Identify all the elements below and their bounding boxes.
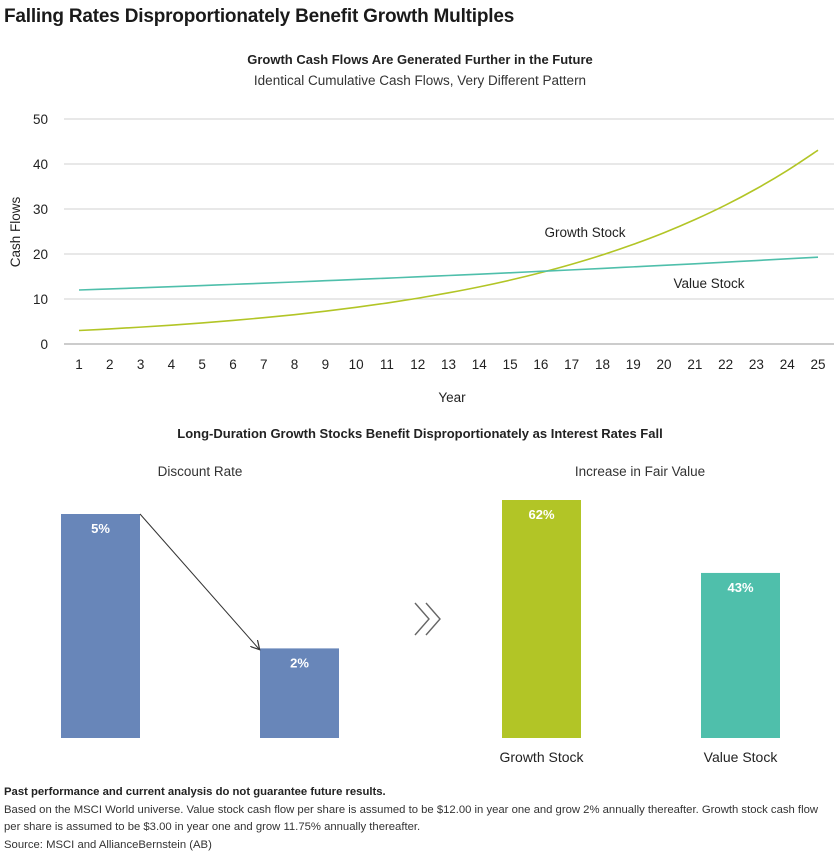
x-tick-label: 17 — [564, 357, 579, 372]
footnotes: Past performance and current analysis do… — [4, 784, 834, 854]
series-label-value: Value Stock — [673, 276, 744, 291]
discount-rate-bar — [260, 648, 339, 738]
bar-value-label: 2% — [290, 655, 309, 670]
x-tick-label: 20 — [657, 357, 672, 372]
series-label-growth: Growth Stock — [544, 225, 625, 240]
double-chevron-icon — [414, 602, 441, 636]
bar-value-label: 62% — [528, 507, 554, 522]
line-chart-subtitle: Identical Cumulative Cash Flows, Very Di… — [254, 73, 586, 88]
bar-category-label: Value Stock — [704, 749, 779, 765]
y-tick-label: 10 — [33, 292, 48, 307]
fair-value-bar — [701, 572, 780, 738]
series-lines — [78, 149, 819, 332]
discount-rate-bars: 5% 2% — [61, 514, 339, 738]
methodology-note: Based on the MSCI World universe. Value … — [4, 803, 819, 834]
growth-stock-line — [78, 149, 819, 332]
x-tick-label: 23 — [749, 357, 764, 372]
bar-value-label: 43% — [727, 580, 753, 595]
x-tick-labels: 1 2 3 4 5 6 7 8 9 10 11 12 13 14 15 16 17 18 19 20 21 22 23 24 2… — [75, 357, 825, 372]
y-tick-label: 50 — [33, 112, 48, 127]
y-tick-label: 30 — [33, 202, 48, 217]
x-axis-label: Year — [438, 390, 466, 405]
x-tick-label: 25 — [810, 357, 825, 372]
x-tick-label: 10 — [349, 357, 364, 372]
x-tick-label: 13 — [441, 357, 456, 372]
x-tick-label: 5 — [198, 357, 206, 372]
line-chart: Growth Cash Flows Are Generated Further … — [8, 52, 834, 405]
gridlines — [64, 118, 834, 345]
x-tick-label: 19 — [626, 357, 641, 372]
fair-value-subtitle: Increase in Fair Value — [575, 464, 705, 479]
x-tick-label: 22 — [718, 357, 733, 372]
line-chart-title: Growth Cash Flows Are Generated Further … — [247, 52, 593, 67]
x-tick-label: 18 — [595, 357, 610, 372]
bar-value-label: 5% — [91, 521, 110, 536]
bar-category-label: Growth Stock — [499, 749, 584, 765]
fair-value-bar — [502, 500, 581, 738]
x-tick-label: 8 — [291, 357, 299, 372]
discount-rate-subtitle: Discount Rate — [158, 464, 243, 479]
x-tick-label: 21 — [687, 357, 702, 372]
source-note: Source: MSCI and AllianceBernstein (AB) — [4, 838, 212, 851]
y-axis-label: Cash Flows — [8, 196, 23, 267]
decline-arrow-icon — [139, 513, 259, 649]
x-tick-label: 2 — [106, 357, 114, 372]
x-tick-label: 14 — [472, 357, 488, 372]
x-tick-label: 16 — [533, 357, 548, 372]
y-tick-label: 40 — [33, 157, 48, 172]
chart-canvas: Growth Cash Flows Are Generated Further … — [8, 52, 834, 765]
disclaimer: Past performance and current analysis do… — [4, 786, 386, 798]
x-tick-label: 4 — [168, 357, 176, 372]
fair-value-bars: 62% Growth Stock 43% Value Stock — [499, 500, 780, 765]
x-tick-label: 3 — [137, 357, 145, 372]
x-tick-label: 1 — [75, 357, 83, 372]
x-tick-label: 11 — [380, 357, 394, 372]
x-tick-label: 6 — [229, 357, 237, 372]
y-tick-label: 0 — [40, 337, 48, 352]
x-tick-label: 7 — [260, 357, 268, 372]
x-tick-label: 24 — [780, 357, 796, 372]
bar-chart: Long-Duration Growth Stocks Benefit Disp… — [61, 426, 780, 765]
x-tick-label: 9 — [322, 357, 330, 372]
x-tick-label: 15 — [503, 357, 518, 372]
x-tick-label: 12 — [410, 357, 425, 372]
discount-rate-bar — [61, 514, 140, 738]
y-tick-labels: 0 10 20 30 40 50 — [33, 112, 48, 352]
page-title: Falling Rates Disproportionately Benefit… — [4, 6, 515, 27]
y-tick-label: 20 — [33, 247, 48, 262]
value-stock-line — [78, 256, 819, 291]
bar-chart-title: Long-Duration Growth Stocks Benefit Disp… — [177, 426, 662, 441]
